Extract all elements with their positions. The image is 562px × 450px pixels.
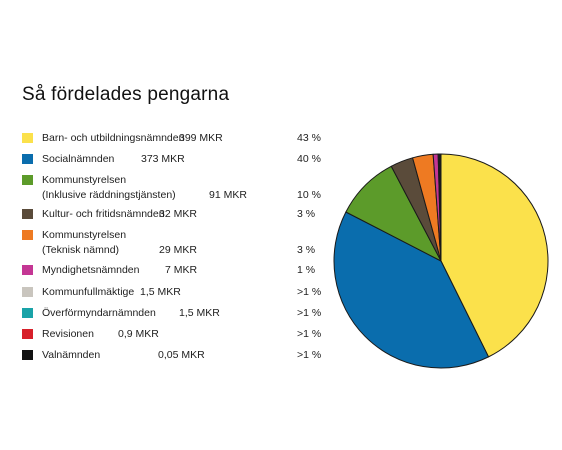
legend-label-line2: (Teknisk nämnd) bbox=[42, 244, 120, 256]
legend-label: Revisionen bbox=[42, 328, 94, 340]
legend-label: Socialnämnden bbox=[42, 153, 115, 165]
legend-label: Kommunstyrelsen bbox=[42, 229, 127, 241]
legend-percent: >1 % bbox=[297, 307, 322, 319]
legend-percent: >1 % bbox=[297, 349, 322, 361]
chart-title: Så fördelades pengarna bbox=[22, 84, 230, 105]
legend-value: 32 MKR bbox=[159, 208, 197, 220]
legend-label-line2: (Inklusive räddningstjänsten) bbox=[42, 189, 176, 201]
legend-value: 0,9 MKR bbox=[118, 328, 159, 340]
legend-value: 373 MKR bbox=[141, 153, 185, 165]
legend-label: Barn- och utbildningsnämnden bbox=[42, 132, 185, 144]
legend-percent: >1 % bbox=[297, 328, 322, 340]
legend-label: Kultur- och fritidsnämnden bbox=[42, 208, 165, 220]
legend-swatch bbox=[22, 175, 33, 185]
legend-percent: 3 % bbox=[297, 244, 316, 256]
legend-value: 1,5 MKR bbox=[179, 307, 220, 319]
legend-item: Kommunstyrelsen (Teknisk nämnd) 29 MKR 3 % bbox=[22, 228, 332, 258]
legend-percent: >1 % bbox=[297, 286, 322, 298]
pie-slice bbox=[333, 211, 490, 369]
legend-percent: 10 % bbox=[297, 189, 321, 201]
legend-percent: 1 % bbox=[297, 264, 316, 276]
legend-swatch bbox=[22, 230, 33, 240]
legend-label: Myndighetsnämnden bbox=[42, 264, 140, 276]
legend-label: Valnämnden bbox=[42, 349, 101, 361]
legend-swatch bbox=[22, 154, 33, 164]
legend-swatch bbox=[22, 350, 33, 360]
legend-item: Kommunfullmäktige 1,5 MKR >1 % bbox=[22, 285, 332, 300]
legend-swatch bbox=[22, 308, 33, 318]
legend-value: 0,05 MKR bbox=[158, 349, 205, 361]
legend-swatch bbox=[22, 133, 33, 143]
legend-item: Barn- och utbildningsnämnden 399 MKR 43 % bbox=[22, 131, 332, 146]
legend-value: 91 MKR bbox=[209, 189, 247, 201]
legend-percent: 43 % bbox=[297, 132, 321, 144]
legend-swatch bbox=[22, 209, 33, 219]
legend-swatch bbox=[22, 287, 33, 297]
legend-value: 7 MKR bbox=[165, 264, 198, 276]
legend-item: Socialnämnden 373 MKR 40 % bbox=[22, 152, 332, 167]
legend-swatch bbox=[22, 265, 33, 275]
legend-item: Kultur- och fritidsnämnden 32 MKR 3 % bbox=[22, 207, 332, 222]
legend-value: 399 MKR bbox=[179, 132, 223, 144]
legend-swatch bbox=[22, 329, 33, 339]
legend-value: 1,5 MKR bbox=[140, 286, 181, 298]
legend-label: Överförmyndarnämnden bbox=[42, 307, 156, 319]
legend-item: Revisionen 0,9 MKR >1 % bbox=[22, 327, 332, 342]
legend-item: Överförmyndarnämnden 1,5 MKR >1 % bbox=[22, 306, 332, 321]
legend-percent: 3 % bbox=[297, 208, 316, 220]
legend-label: Kommunfullmäktige bbox=[42, 286, 135, 298]
legend-item: Valnämnden 0,05 MKR >1 % bbox=[22, 348, 332, 363]
legend-value: 29 MKR bbox=[159, 244, 197, 256]
pie-slice bbox=[440, 153, 549, 358]
legend-percent: 40 % bbox=[297, 153, 321, 165]
legend-item: Myndighetsnämnden 7 MKR 1 % bbox=[22, 263, 332, 278]
legend-label: Kommunstyrelsen bbox=[42, 174, 127, 186]
legend-item: Kommunstyrelsen (Inklusive räddningstjäns… bbox=[22, 173, 332, 203]
